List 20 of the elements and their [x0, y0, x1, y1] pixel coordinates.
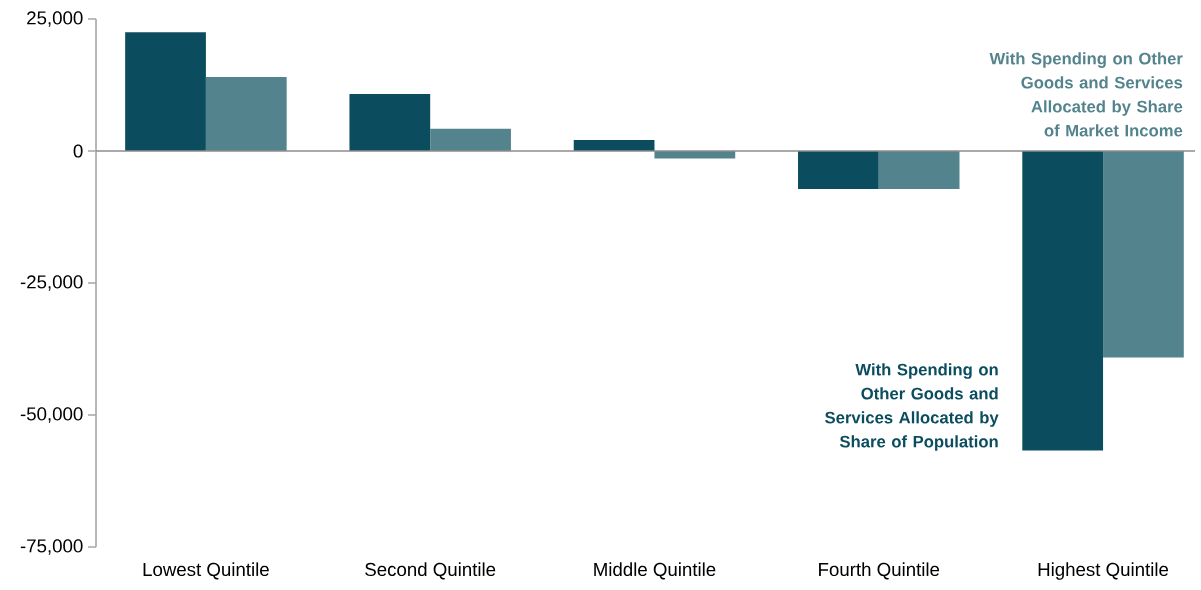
bar: [1103, 151, 1184, 358]
x-tick-label: Fourth Quintile: [819, 562, 940, 580]
y-tick-label: 25,000: [27, 11, 83, 27]
y-tick-label: -25,000: [20, 275, 83, 291]
bar: [205, 77, 287, 151]
bar: [430, 128, 511, 151]
y-tick-label: 0: [73, 144, 83, 158]
bar: [798, 151, 879, 190]
x-tick-label: Second Quintile: [365, 562, 496, 580]
series-label: With Spending on Other Goods and Services Allocated by Share of Population: [825, 363, 999, 451]
bar: [878, 151, 960, 190]
x-tick-label: Highest Quintile: [1038, 562, 1169, 580]
bar: [1022, 151, 1104, 451]
series-label: With Spending on Other Goods and Services Allocated by Share of Market Income: [989, 52, 1183, 137]
bar: [125, 32, 206, 151]
y-tick-label: -75,000: [20, 539, 83, 555]
x-tick-label: Lowest Quintile: [143, 562, 269, 580]
y-tick-label: -50,000: [20, 407, 83, 423]
x-tick-label: Middle Quintile: [594, 562, 716, 580]
bar: [349, 93, 431, 151]
